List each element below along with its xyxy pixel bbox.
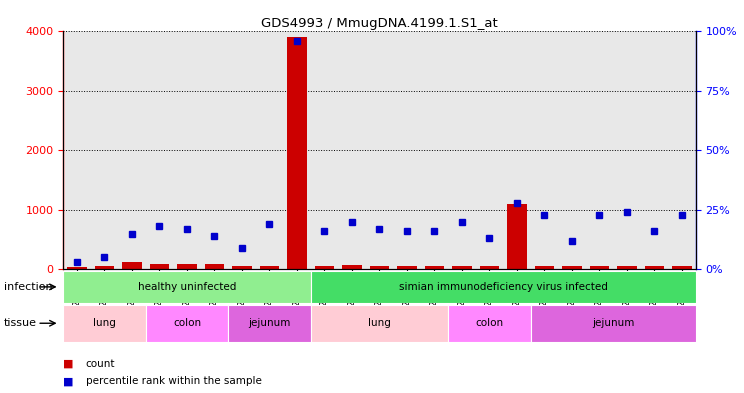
- Bar: [530, 305, 696, 342]
- Bar: [95, 266, 114, 269]
- Bar: [150, 264, 169, 269]
- Text: lung: lung: [368, 318, 391, 328]
- Bar: [260, 266, 279, 269]
- Bar: [68, 267, 86, 269]
- Bar: [315, 266, 334, 269]
- Text: lung: lung: [93, 318, 116, 328]
- Text: jejunum: jejunum: [592, 318, 635, 328]
- Bar: [228, 305, 311, 342]
- Bar: [645, 266, 664, 269]
- Bar: [342, 265, 362, 269]
- Bar: [397, 266, 417, 269]
- Bar: [480, 266, 499, 269]
- Bar: [562, 266, 582, 269]
- Bar: [673, 266, 691, 269]
- Text: percentile rank within the sample: percentile rank within the sample: [86, 376, 261, 386]
- Bar: [177, 264, 196, 269]
- Bar: [507, 204, 527, 269]
- Bar: [448, 305, 530, 342]
- Bar: [311, 271, 696, 303]
- Bar: [63, 305, 146, 342]
- Text: infection: infection: [4, 282, 52, 292]
- Bar: [618, 266, 637, 269]
- Title: GDS4993 / MmugDNA.4199.1.S1_at: GDS4993 / MmugDNA.4199.1.S1_at: [261, 17, 498, 30]
- Bar: [535, 266, 554, 269]
- Bar: [232, 266, 251, 269]
- Bar: [425, 266, 444, 269]
- Bar: [146, 305, 228, 342]
- Text: simian immunodeficiency virus infected: simian immunodeficiency virus infected: [399, 282, 608, 292]
- Text: colon: colon: [475, 318, 504, 328]
- Bar: [590, 266, 609, 269]
- Text: colon: colon: [173, 318, 201, 328]
- Text: tissue: tissue: [4, 318, 36, 328]
- Text: jejunum: jejunum: [248, 318, 291, 328]
- Bar: [452, 266, 472, 269]
- Bar: [122, 262, 141, 269]
- Text: ■: ■: [63, 358, 74, 369]
- Text: ■: ■: [63, 376, 74, 386]
- Text: count: count: [86, 358, 115, 369]
- Text: healthy uninfected: healthy uninfected: [138, 282, 236, 292]
- Bar: [370, 266, 389, 269]
- Bar: [205, 264, 224, 269]
- Bar: [287, 37, 307, 269]
- Bar: [63, 271, 311, 303]
- Bar: [311, 305, 448, 342]
